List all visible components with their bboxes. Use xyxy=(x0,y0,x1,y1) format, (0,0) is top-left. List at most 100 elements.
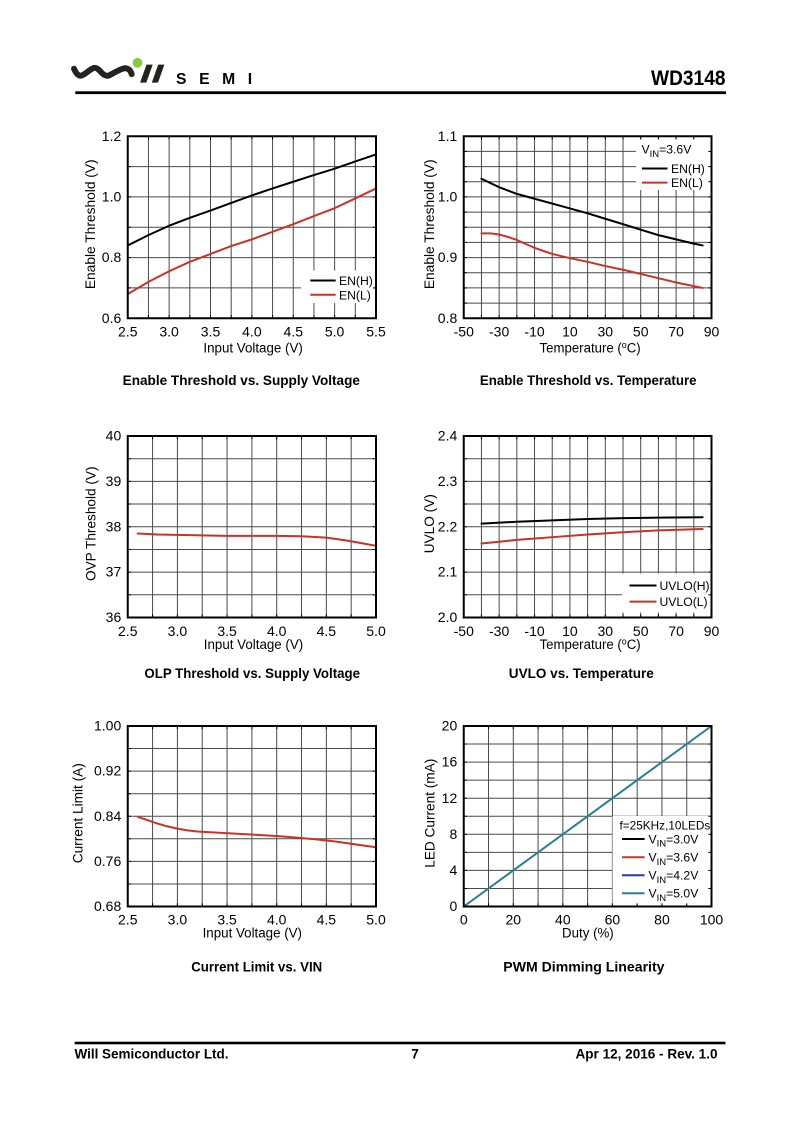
svg-text:2.4: 2.4 xyxy=(438,428,458,444)
svg-text:0.68: 0.68 xyxy=(94,898,121,914)
svg-text:39: 39 xyxy=(106,473,122,489)
svg-text:12: 12 xyxy=(442,790,458,806)
svg-text:SEMI: SEMI xyxy=(176,71,265,88)
svg-text:1.0: 1.0 xyxy=(102,189,122,205)
svg-text:4.0: 4.0 xyxy=(267,912,287,928)
svg-text:38: 38 xyxy=(106,518,122,534)
svg-text:3.5: 3.5 xyxy=(201,324,221,340)
svg-text:0.8: 0.8 xyxy=(102,249,122,265)
svg-text:Enable Threshold vs. Temperatu: Enable Threshold vs. Temperature xyxy=(480,373,697,388)
svg-text:4: 4 xyxy=(449,862,457,878)
svg-text:EN(L): EN(L) xyxy=(339,288,371,302)
svg-text:4.0: 4.0 xyxy=(267,623,287,639)
svg-text:70: 70 xyxy=(668,623,684,639)
svg-text:20: 20 xyxy=(442,718,458,734)
svg-text:OVP Threshold (V): OVP Threshold (V) xyxy=(84,467,100,582)
svg-text:90: 90 xyxy=(704,324,720,340)
svg-text:40: 40 xyxy=(106,428,122,444)
svg-text:Enable Threshold (V): Enable Threshold (V) xyxy=(422,159,438,289)
svg-text:0: 0 xyxy=(460,912,468,928)
svg-text:UVLO(L): UVLO(L) xyxy=(660,595,708,609)
svg-text:4.5: 4.5 xyxy=(317,912,337,928)
svg-text:2.2: 2.2 xyxy=(438,518,458,534)
svg-text:80: 80 xyxy=(654,912,670,928)
svg-text:60: 60 xyxy=(605,912,621,928)
svg-text:0.76: 0.76 xyxy=(94,853,121,869)
svg-text:2.5: 2.5 xyxy=(118,912,138,928)
svg-text:4.0: 4.0 xyxy=(242,324,262,340)
svg-text:-10: -10 xyxy=(524,324,544,340)
svg-text:Duty (%): Duty (%) xyxy=(562,926,614,942)
svg-text:3.5: 3.5 xyxy=(217,912,237,928)
svg-text:OLP Threshold vs. Supply Volta: OLP Threshold vs. Supply Voltage xyxy=(144,666,360,681)
svg-text:0.6: 0.6 xyxy=(102,310,122,326)
svg-text:1.00: 1.00 xyxy=(94,718,121,734)
svg-text:Enable Threshold (V): Enable Threshold (V) xyxy=(83,159,99,289)
svg-text:8: 8 xyxy=(449,826,457,842)
svg-text:Apr 12, 2016 - Rev. 1.0: Apr 12, 2016 - Rev. 1.0 xyxy=(576,1047,718,1062)
svg-text:Enable Threshold vs. Supply Vo: Enable Threshold vs. Supply Voltage xyxy=(123,373,361,388)
svg-text:100: 100 xyxy=(700,912,724,928)
svg-text:1.0: 1.0 xyxy=(438,189,458,205)
svg-text:2.0: 2.0 xyxy=(438,609,458,625)
svg-text:UVLO (V): UVLO (V) xyxy=(422,494,438,553)
svg-text:0: 0 xyxy=(449,898,457,914)
svg-text:4.5: 4.5 xyxy=(317,623,337,639)
svg-text:-50: -50 xyxy=(454,623,474,639)
svg-text:-10: -10 xyxy=(524,623,544,639)
svg-text:0.9: 0.9 xyxy=(438,249,458,265)
svg-text:70: 70 xyxy=(668,324,684,340)
svg-text:0.8: 0.8 xyxy=(438,310,458,326)
svg-text:1.1: 1.1 xyxy=(438,128,458,144)
svg-text:30: 30 xyxy=(598,324,614,340)
svg-text:EN(H): EN(H) xyxy=(671,162,705,176)
svg-text:EN(L): EN(L) xyxy=(671,176,703,190)
svg-text:Input Voltage (V): Input Voltage (V) xyxy=(203,926,302,942)
svg-text:50: 50 xyxy=(633,324,649,340)
svg-text:0.84: 0.84 xyxy=(94,808,121,824)
svg-text:3.0: 3.0 xyxy=(168,912,188,928)
svg-text:-30: -30 xyxy=(489,324,509,340)
svg-text:4.5: 4.5 xyxy=(284,324,304,340)
svg-text:UVLO vs. Temperature: UVLO vs. Temperature xyxy=(509,666,654,681)
svg-text:Current Limit (A): Current Limit (A) xyxy=(71,763,87,863)
svg-text:2.5: 2.5 xyxy=(118,623,138,639)
svg-text:WD3148: WD3148 xyxy=(651,67,726,90)
svg-text:7: 7 xyxy=(411,1047,419,1062)
svg-text:2.1: 2.1 xyxy=(438,564,458,580)
svg-text:3.0: 3.0 xyxy=(168,623,188,639)
svg-text:Input Voltage (V): Input Voltage (V) xyxy=(203,340,302,356)
svg-text:LED Current (mA): LED Current (mA) xyxy=(423,759,439,868)
svg-text:5.0: 5.0 xyxy=(366,623,386,639)
svg-text:37: 37 xyxy=(106,564,122,580)
svg-text:5.5: 5.5 xyxy=(366,324,386,340)
svg-text:40: 40 xyxy=(555,912,571,928)
svg-text:1.2: 1.2 xyxy=(102,128,122,144)
svg-text:16: 16 xyxy=(442,754,458,770)
svg-text:Temperature (oC): Temperature (oC) xyxy=(540,340,641,357)
svg-text:90: 90 xyxy=(704,623,720,639)
svg-text:3.0: 3.0 xyxy=(159,324,179,340)
svg-text:VIN=4.2V: VIN=4.2V xyxy=(649,869,700,886)
svg-text:2.5: 2.5 xyxy=(118,324,138,340)
svg-text:5.0: 5.0 xyxy=(325,324,345,340)
svg-text:36: 36 xyxy=(106,609,122,625)
svg-text:2.3: 2.3 xyxy=(438,473,458,489)
svg-text:f=25KHz,10LEDs: f=25KHz,10LEDs xyxy=(620,819,711,833)
svg-text:EN(H): EN(H) xyxy=(339,274,373,288)
svg-text:3.5: 3.5 xyxy=(217,623,237,639)
svg-text:10: 10 xyxy=(562,623,578,639)
svg-text:10: 10 xyxy=(562,324,578,340)
svg-text:20: 20 xyxy=(506,912,522,928)
svg-text:-50: -50 xyxy=(454,324,474,340)
svg-text:UVLO(H): UVLO(H) xyxy=(660,579,710,593)
svg-text:-30: -30 xyxy=(489,623,509,639)
svg-text:Input Voltage (V): Input Voltage (V) xyxy=(204,637,303,653)
svg-text:Temperature (oC): Temperature (oC) xyxy=(540,636,641,653)
svg-text:5.0: 5.0 xyxy=(366,912,386,928)
svg-text:0.92: 0.92 xyxy=(94,763,121,779)
svg-text:PWM Dimming Linearity: PWM Dimming Linearity xyxy=(503,959,665,974)
svg-text:Current Limit vs. VIN: Current Limit vs. VIN xyxy=(191,959,322,974)
svg-text:Will Semiconductor Ltd.: Will Semiconductor Ltd. xyxy=(75,1047,229,1062)
svg-text:50: 50 xyxy=(633,623,649,639)
